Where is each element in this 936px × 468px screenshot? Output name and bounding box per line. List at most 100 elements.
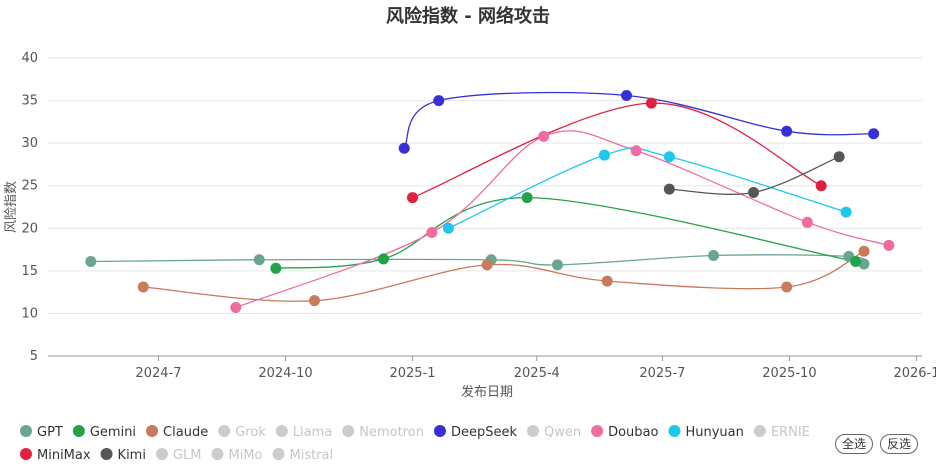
data-point-gpt[interactable] (253, 254, 265, 266)
data-point-doubao[interactable] (230, 301, 242, 313)
legend-item-glm[interactable]: GLM (173, 448, 202, 463)
data-point-claude[interactable] (858, 245, 870, 257)
legend: GPT Gemini Claude Grok Llama Nemotron DeepSeek… (20, 425, 810, 463)
data-point-deepseek[interactable] (781, 125, 793, 137)
legend-marker-hunyuan[interactable] (668, 425, 681, 437)
legend-item-llama[interactable]: Llama (293, 425, 332, 440)
x-tick-label: 2025-1 (389, 366, 435, 381)
x-axis-label: 发布日期 (461, 384, 513, 400)
legend-marker-kimi[interactable] (100, 448, 113, 460)
data-point-minimax[interactable] (407, 192, 419, 204)
legend-item-deepseek[interactable]: DeepSeek (451, 425, 518, 440)
data-point-deepseek[interactable] (433, 95, 445, 107)
series-lines (90, 91, 890, 309)
data-point-doubao[interactable] (426, 227, 438, 239)
data-point-deepseek[interactable] (398, 142, 410, 154)
data-point-hunyuan[interactable] (840, 206, 852, 218)
x-tick-label: 2025-7 (639, 366, 685, 381)
data-point-kimi[interactable] (833, 151, 845, 163)
x-axis: 2024-7 2024-10 2025-1 2025-4 2025-7 2025-10 20… (135, 356, 936, 381)
legend-marker-glm[interactable] (155, 448, 168, 460)
legend-item-nemotron[interactable]: Nemotron (359, 425, 424, 440)
y-axis-label: 风险指数 (4, 181, 19, 233)
legend-item-minimax[interactable]: MiniMax (37, 448, 91, 463)
data-point-claude[interactable] (781, 281, 793, 293)
data-point-gpt[interactable] (551, 259, 563, 271)
series-line-gpt (90, 254, 866, 266)
data-point-gemini[interactable] (850, 255, 862, 267)
data-point-hunyuan[interactable] (598, 149, 610, 161)
legend-marker-gpt[interactable] (20, 425, 32, 437)
data-point-claude[interactable] (137, 281, 149, 293)
legend-marker-minimax[interactable] (20, 448, 32, 460)
data-point-kimi[interactable] (748, 187, 760, 199)
data-point-gpt[interactable] (858, 258, 870, 270)
x-tick-label: 2025-10 (762, 366, 816, 381)
x-tick-label: 2024-7 (135, 366, 181, 381)
data-point-gpt[interactable] (708, 250, 720, 262)
series-points (85, 89, 895, 313)
data-point-hunyuan[interactable] (663, 151, 675, 163)
select-all-button[interactable]: 全选 (835, 434, 874, 454)
legend-item-mimo[interactable]: MiMo (229, 448, 263, 463)
series-line-hunyuan (448, 147, 847, 229)
legend-item-kimi[interactable]: Kimi (118, 448, 146, 463)
legend-item-grok[interactable]: Grok (235, 425, 266, 440)
invert-selection-button[interactable]: 反选 (880, 434, 919, 454)
y-tick-label: 30 (21, 136, 38, 151)
legend-marker-mistral[interactable] (272, 448, 285, 460)
y-tick-label: 15 (21, 264, 38, 279)
y-axis: 5 10 15 20 25 30 35 40 (21, 51, 38, 364)
data-point-claude[interactable] (308, 295, 320, 307)
data-point-kimi[interactable] (663, 183, 675, 195)
series-line-claude (143, 250, 865, 302)
data-point-doubao[interactable] (883, 239, 895, 251)
y-tick-label: 20 (21, 221, 38, 236)
data-point-claude[interactable] (481, 259, 493, 271)
legend-marker-doubao[interactable] (591, 425, 604, 437)
x-tick-label: 2024-10 (258, 366, 312, 381)
data-point-doubao[interactable] (538, 130, 550, 142)
data-point-hunyuan[interactable] (442, 222, 454, 234)
data-point-doubao[interactable] (801, 216, 813, 228)
legend-item-gpt[interactable]: GPT (37, 425, 63, 440)
chart-title: 风险指数 - 网络攻击 (386, 5, 550, 27)
data-point-deepseek[interactable] (621, 89, 633, 101)
legend-marker-qwen[interactable] (526, 425, 539, 437)
data-point-deepseek[interactable] (868, 128, 880, 140)
legend-marker-llama[interactable] (275, 425, 288, 437)
data-point-gemini[interactable] (521, 192, 533, 204)
data-point-gemini[interactable] (378, 253, 390, 265)
legend-item-hunyuan[interactable]: Hunyuan (685, 425, 743, 440)
data-point-minimax[interactable] (645, 97, 657, 109)
legend-item-qwen[interactable]: Qwen (544, 425, 581, 440)
legend-marker-gemini[interactable] (72, 425, 85, 437)
x-tick-label: 2026-1 (893, 366, 936, 381)
y-tick-label: 5 (30, 349, 38, 364)
y-tick-label: 40 (21, 51, 38, 66)
data-point-doubao[interactable] (630, 145, 642, 157)
legend-item-ernie[interactable]: ERNIE (771, 425, 810, 440)
legend-marker-nemotron[interactable] (342, 425, 355, 437)
data-point-gpt[interactable] (85, 255, 97, 267)
series-line-gemini (275, 196, 856, 269)
legend-marker-grok[interactable] (218, 425, 231, 437)
data-point-gemini[interactable] (270, 262, 282, 274)
legend-item-gemini[interactable]: Gemini (90, 425, 136, 440)
y-tick-label: 35 (21, 94, 38, 109)
legend-marker-ernie[interactable] (753, 425, 766, 437)
legend-marker-claude[interactable] (146, 425, 159, 437)
grid-lines (48, 57, 922, 357)
legend-marker-mimo[interactable] (211, 448, 224, 460)
y-tick-label: 10 (21, 306, 38, 321)
legend-marker-deepseek[interactable] (433, 425, 446, 437)
data-point-minimax[interactable] (815, 180, 827, 192)
data-point-claude[interactable] (601, 275, 613, 287)
legend-item-mistral[interactable]: Mistral (289, 448, 333, 463)
series-line-doubao (235, 130, 890, 309)
x-tick-label: 2025-4 (514, 366, 560, 381)
y-tick-label: 25 (21, 179, 38, 194)
legend-item-claude[interactable]: Claude (163, 425, 208, 440)
legend-item-doubao[interactable]: Doubao (608, 425, 658, 440)
